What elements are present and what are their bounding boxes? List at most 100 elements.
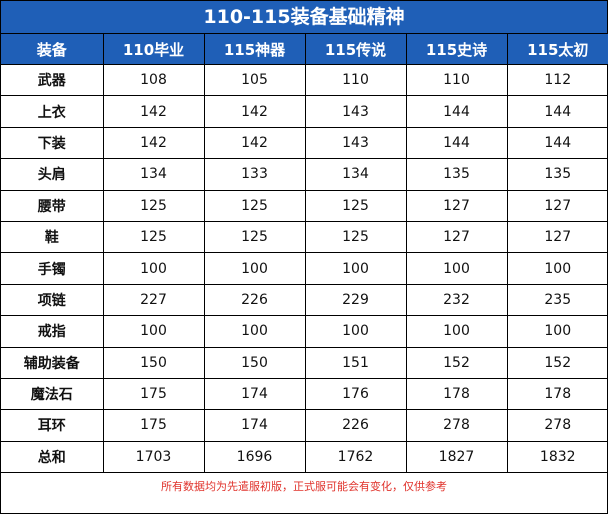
table-cell: 152 xyxy=(405,346,508,379)
row-label: 总和 xyxy=(1,440,104,474)
table-cell: 227 xyxy=(102,283,205,317)
row-label: 手镯 xyxy=(1,252,104,285)
table-row: 耳环 175 174 226 278 278 xyxy=(1,409,608,442)
table-cell: 108 xyxy=(102,63,205,97)
table-cell: 100 xyxy=(102,252,205,285)
table-cell: 100 xyxy=(506,315,608,348)
table-cell: 143 xyxy=(304,126,407,160)
table-header-row: 装备 110毕业 115神器 115传说 115史诗 115太初 xyxy=(1,34,608,65)
table-cell: 127 xyxy=(506,189,608,222)
table-row: 戒指 100 100 100 100 100 xyxy=(1,315,608,348)
table-cell: 174 xyxy=(203,409,306,442)
table-cell: 278 xyxy=(405,409,508,442)
table-cell: 135 xyxy=(405,158,508,191)
table-cell: 134 xyxy=(304,158,407,191)
disclaimer-note: 所有数据均为先遣服初版，正式服可能会有变化，仅供参考 xyxy=(161,480,447,494)
table-cell: 144 xyxy=(405,126,508,160)
table-cell: 142 xyxy=(203,95,306,128)
table-row: 上衣 142 142 143 144 144 xyxy=(1,95,608,128)
table-cell: 100 xyxy=(203,252,306,285)
table-body: 武器 108 105 110 110 112 上衣 142 142 143 144 144 下装 142 1… xyxy=(1,63,608,474)
table-cell: 125 xyxy=(102,189,205,222)
table-cell: 144 xyxy=(506,126,608,160)
table-cell: 175 xyxy=(102,409,205,442)
table-cell: 150 xyxy=(203,346,306,379)
table-cell: 152 xyxy=(506,346,608,379)
sheet-title: 110-115装备基础精神 xyxy=(1,1,607,34)
table-cell: 125 xyxy=(203,189,306,222)
table-cell: 144 xyxy=(506,95,608,128)
table-row: 总和 1703 1696 1762 1827 1832 xyxy=(1,440,608,474)
table-cell: 125 xyxy=(203,220,306,254)
row-label: 头肩 xyxy=(1,158,104,191)
table-row: 辅助装备 150 150 151 152 152 xyxy=(1,346,608,379)
row-label: 鞋 xyxy=(1,220,104,254)
table-row: 头肩 134 133 134 135 135 xyxy=(1,158,608,191)
row-label: 戒指 xyxy=(1,315,104,348)
table-cell: 142 xyxy=(102,95,205,128)
table-cell: 235 xyxy=(506,283,608,317)
table-cell: 127 xyxy=(506,220,608,254)
row-label: 武器 xyxy=(1,63,104,97)
table-cell: 133 xyxy=(203,158,306,191)
table-cell: 142 xyxy=(203,126,306,160)
table-cell: 100 xyxy=(304,315,407,348)
table-cell: 134 xyxy=(102,158,205,191)
table-row: 下装 142 142 143 144 144 xyxy=(1,126,608,160)
table-cell: 125 xyxy=(304,189,407,222)
row-label: 魔法石 xyxy=(1,377,104,411)
table-cell: 110 xyxy=(405,63,508,97)
table-row: 武器 108 105 110 110 112 xyxy=(1,63,608,97)
table-cell: 229 xyxy=(304,283,407,317)
stats-table: 装备 110毕业 115神器 115传说 115史诗 115太初 武器 108 10… xyxy=(1,34,608,474)
row-label: 上衣 xyxy=(1,95,104,128)
column-header: 110毕业 xyxy=(102,34,205,65)
table-cell: 105 xyxy=(203,63,306,97)
row-label: 辅助装备 xyxy=(1,346,104,379)
column-header: 115传说 xyxy=(304,34,407,65)
row-label: 下装 xyxy=(1,126,104,160)
table-cell: 142 xyxy=(102,126,205,160)
table-cell: 143 xyxy=(304,95,407,128)
table-cell: 232 xyxy=(405,283,508,317)
table-cell: 144 xyxy=(405,95,508,128)
table-cell: 100 xyxy=(102,315,205,348)
table-cell: 1827 xyxy=(405,440,508,474)
row-label: 耳环 xyxy=(1,409,104,442)
table-cell: 135 xyxy=(506,158,608,191)
column-header: 115太初 xyxy=(506,34,608,65)
table-cell: 151 xyxy=(304,346,407,379)
table-cell: 178 xyxy=(405,377,508,411)
table-cell: 100 xyxy=(506,252,608,285)
table-cell: 175 xyxy=(102,377,205,411)
table-row: 手镯 100 100 100 100 100 xyxy=(1,252,608,285)
table-cell: 1696 xyxy=(203,440,306,474)
table-cell: 125 xyxy=(304,220,407,254)
table-cell: 1832 xyxy=(506,440,608,474)
column-header: 115史诗 xyxy=(405,34,508,65)
table-cell: 127 xyxy=(405,189,508,222)
table-row: 鞋 125 125 125 127 127 xyxy=(1,220,608,254)
table-row: 腰带 125 125 125 127 127 xyxy=(1,189,608,222)
table-cell: 100 xyxy=(405,252,508,285)
table-cell: 100 xyxy=(203,315,306,348)
table-cell: 127 xyxy=(405,220,508,254)
table-cell: 278 xyxy=(506,409,608,442)
table-row: 魔法石 175 174 176 178 178 xyxy=(1,377,608,411)
table-cell: 110 xyxy=(304,63,407,97)
row-label: 腰带 xyxy=(1,189,104,222)
table-cell: 150 xyxy=(102,346,205,379)
table-cell: 100 xyxy=(304,252,407,285)
table-cell: 176 xyxy=(304,377,407,411)
table-cell: 174 xyxy=(203,377,306,411)
row-label: 项链 xyxy=(1,283,104,317)
table-cell: 100 xyxy=(405,315,508,348)
table-cell: 178 xyxy=(506,377,608,411)
table-cell: 226 xyxy=(203,283,306,317)
table-cell: 226 xyxy=(304,409,407,442)
table-row: 项链 227 226 229 232 235 xyxy=(1,283,608,317)
column-header: 115神器 xyxy=(203,34,306,65)
table-cell: 112 xyxy=(506,63,608,97)
table-cell: 1762 xyxy=(304,440,407,474)
